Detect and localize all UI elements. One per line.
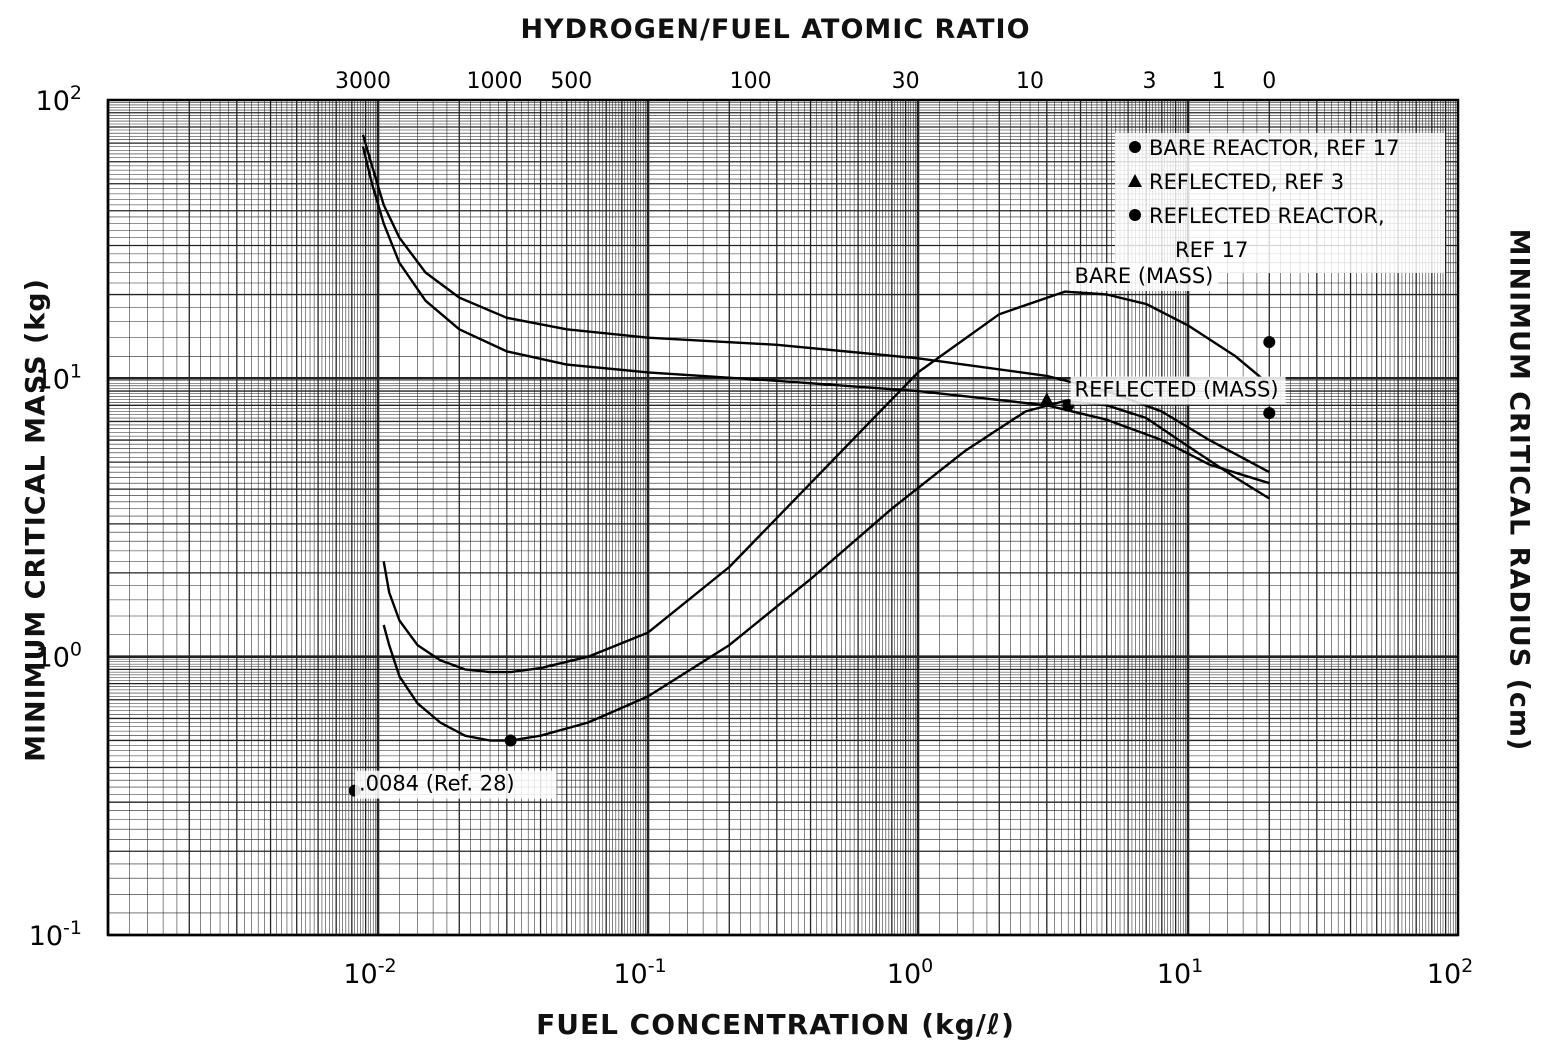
x-tick-label: 100 [887,955,933,990]
x-tick-label: 10-1 [613,955,666,990]
legend-marker-triangle [1128,174,1142,187]
legend-entry: REFLECTED REACTOR, [1149,204,1385,228]
series-line [361,146,1270,485]
y-tick-label: 100 [36,639,82,674]
top-tick-label: 0 [1262,69,1276,94]
annotation-background [1070,263,1219,292]
y-tick-label: 102 [36,82,82,117]
legend-background [1115,133,1445,273]
plot-border [106,98,1460,937]
annotations: BARE (MASS) REFLECTED (MASS) .0084 (Ref. 2… [354,263,1286,799]
series-line [382,399,1270,742]
top-tick-label: 3 [1142,69,1156,94]
top-axis-title: HYDROGEN/FUEL ATOMIC RATIO [520,14,1031,45]
top-tick-label: 10 [1016,69,1044,94]
data-point-circle [1263,407,1276,420]
plot-frame [106,98,1460,937]
top-tick-label: 1000 [466,69,522,94]
legend-entry: REF 17 [1175,238,1248,262]
y-tick-label: 10-1 [29,917,82,952]
annotation-background [354,770,557,799]
x-tick-label: 10-2 [343,955,396,990]
top-tick-label: 1 [1212,69,1226,94]
annotation-label: REFLECTED (MASS) [1075,378,1279,402]
y-axis-title: MINIMUM CRITICAL MASS (kg) [20,278,52,762]
series-line [382,290,1271,674]
data-points [348,336,1276,797]
top-tick-label: 30 [892,69,920,94]
y-tick-label: 101 [36,360,82,395]
annotation-label: BARE (MASS) [1075,264,1214,288]
grid [106,99,1459,937]
data-point-triangle [1039,392,1054,406]
data-point-circle [504,734,517,747]
annotation-label: .0084 (Ref. 28) [359,772,515,796]
top-tick-label: 3000 [335,69,391,94]
legend-marker-circle [1129,209,1141,221]
legend-marker-circle [1129,141,1141,153]
legend-entry: REFLECTED, REF 3 [1149,170,1344,194]
annotation-background [1070,376,1286,405]
top-tick-label: 100 [730,69,772,94]
data-point-circle [1263,336,1276,349]
top-tick-label: 500 [550,69,592,94]
legend: BARE REACTOR, REF 17 REFLECTED, REF 3 REFL… [1115,133,1445,273]
x-axis-title: FUEL CONCENTRATION (kg/ℓ) [536,1008,1015,1041]
y2-axis-title: MINIMUM CRITICAL RADIUS (cm) [1503,228,1535,752]
legend-entry: BARE REACTOR, REF 17 [1149,136,1399,160]
x-tick-label: 101 [1157,955,1203,990]
x-tick-label: 102 [1427,955,1473,990]
